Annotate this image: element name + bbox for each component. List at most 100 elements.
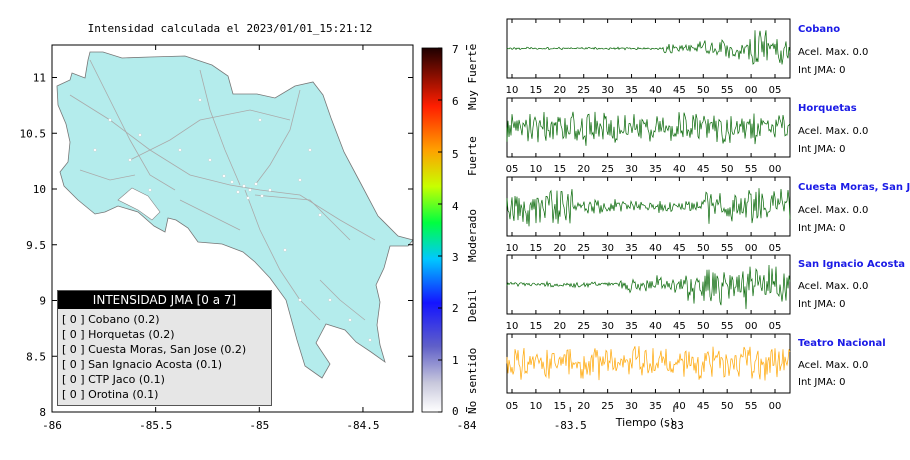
town-marker bbox=[222, 174, 226, 178]
station-name-horquetas: Horquetas bbox=[798, 103, 857, 114]
seismogram-tick-label: 05 bbox=[769, 243, 782, 254]
seismogram-tick-label: 20 bbox=[553, 85, 566, 96]
seismogram-tick-label: 25 bbox=[577, 321, 590, 332]
map-x-tick-label: -86 bbox=[42, 419, 62, 432]
town-marker bbox=[328, 298, 332, 302]
seismogram-tick-label: 15 bbox=[530, 321, 543, 332]
seismogram-tick-label: 45 bbox=[673, 243, 686, 254]
colorbar-tick: 4 bbox=[452, 200, 459, 213]
seismogram-tick-label: 25 bbox=[577, 85, 590, 96]
seismogram-trace bbox=[506, 346, 791, 381]
town-marker bbox=[268, 188, 272, 192]
legend-item: [ 0 ] Cuesta Moras, San Jose (0.2) bbox=[62, 343, 247, 356]
town-marker bbox=[348, 318, 352, 322]
colorbar-label-muy-fuerte: Muy Fuerte bbox=[466, 43, 479, 110]
seismogram-tick-label: 05 bbox=[506, 164, 519, 175]
seismogram-tick-label: 55 bbox=[721, 85, 734, 96]
seismogram-trace bbox=[506, 264, 791, 310]
seismogram-tick-label: 10 bbox=[530, 164, 543, 175]
seismogram-frame bbox=[506, 97, 791, 158]
seismogram-tick-label: 25 bbox=[601, 164, 614, 175]
road-line bbox=[89, 59, 176, 191]
town-marker bbox=[138, 133, 142, 137]
seismogram-tick-label: 10 bbox=[506, 321, 519, 332]
station-acel: Acel. Max. 0.0 bbox=[798, 126, 869, 137]
seismogram-tick-label: 30 bbox=[625, 401, 638, 412]
town-marker bbox=[254, 182, 258, 186]
seismogram-tick-label: 15 bbox=[530, 85, 543, 96]
costa-rica-landmass bbox=[56, 51, 414, 379]
seismogram-tick-label: 35 bbox=[625, 243, 638, 254]
town-marker bbox=[248, 188, 252, 192]
colorbar-label-moderado: Moderado bbox=[466, 209, 479, 262]
station-acel: Acel. Max. 0.0 bbox=[798, 281, 869, 292]
town-marker bbox=[148, 188, 152, 192]
seismogram-trace bbox=[506, 111, 791, 146]
colorbar-tick: 1 bbox=[452, 354, 459, 367]
station-name-san-ignacio: San Ignacio Acosta bbox=[798, 259, 906, 270]
seismogram-tick-label: 20 bbox=[577, 401, 590, 412]
road-line bbox=[319, 279, 366, 321]
town-marker bbox=[178, 148, 182, 152]
seismogram-tick-label: 45 bbox=[673, 321, 686, 332]
map-frame bbox=[51, 44, 414, 413]
map-y-tick-label: 9.5 bbox=[26, 239, 46, 252]
road-line bbox=[129, 109, 291, 161]
colorbar-tick: 6 bbox=[452, 95, 459, 108]
map-x-tick-label: -85.5 bbox=[139, 419, 172, 432]
map-x-tick-label: -83 bbox=[664, 419, 684, 432]
seismogram-trace bbox=[506, 188, 791, 227]
station-acel: Acel. Max. 0.0 bbox=[798, 360, 869, 371]
town-marker bbox=[246, 196, 250, 200]
seismogram-tick-label: 50 bbox=[697, 243, 710, 254]
map-y-tick-label: 11 bbox=[33, 72, 46, 85]
seismogram-tick-label: 05 bbox=[506, 401, 519, 412]
legend-title: INTENSIDAD JMA [0 a 7] bbox=[58, 291, 271, 309]
seismogram-tick-label: 35 bbox=[625, 321, 638, 332]
map-y-tick-label: 10 bbox=[33, 183, 46, 196]
seismogram-tick-label: 45 bbox=[673, 85, 686, 96]
map-x-tick-label: -84.5 bbox=[346, 419, 379, 432]
seismogram-tick-label: 00 bbox=[745, 85, 758, 96]
seismogram-tick-label: 50 bbox=[697, 321, 710, 332]
colorbar-tick: 3 bbox=[452, 251, 459, 264]
road-line bbox=[199, 69, 241, 186]
seismogram-tick-label: 45 bbox=[697, 164, 710, 175]
legend-item: [ 0 ] Cobano (0.2) bbox=[62, 313, 160, 326]
seismogram-tick-label: 20 bbox=[553, 321, 566, 332]
station-name-cuesta-moras: Cuesta Moras, San Jose bbox=[798, 182, 910, 193]
map-y-tick-label: 9 bbox=[39, 295, 46, 308]
seismogram-tick-label: 40 bbox=[673, 164, 686, 175]
colorbar-tick: 5 bbox=[452, 148, 459, 161]
seismogram-tick-label: 55 bbox=[745, 401, 758, 412]
seismogram-tick-label: 05 bbox=[769, 321, 782, 332]
town-marker bbox=[128, 158, 132, 162]
colorbar-label-debil: Debil bbox=[466, 288, 479, 322]
seismogram-tick-label: 45 bbox=[697, 401, 710, 412]
seismogram-tick-label: 15 bbox=[553, 401, 566, 412]
town-marker bbox=[368, 338, 372, 342]
road-line bbox=[179, 199, 241, 231]
town-marker bbox=[258, 118, 262, 122]
seismogram-tick-label: 30 bbox=[601, 85, 614, 96]
legend-item: [ 0 ] Orotina (0.1) bbox=[62, 388, 159, 401]
station-int: Int JMA: 0 bbox=[798, 299, 846, 310]
station-int: Int JMA: 0 bbox=[798, 223, 846, 234]
seismogram-tick-label: 15 bbox=[553, 164, 566, 175]
colorbar-tick: 7 bbox=[452, 43, 459, 56]
seismogram-tick-label: 10 bbox=[506, 85, 519, 96]
seismogram-trace bbox=[506, 30, 791, 65]
town-marker bbox=[260, 194, 264, 198]
seismogram-tick-label: 35 bbox=[649, 401, 662, 412]
intensity-legend: INTENSIDAD JMA [0 a 7] [ 0 ] Cobano (0.2… bbox=[57, 290, 272, 406]
map-x-tick-label: -85 bbox=[249, 419, 269, 432]
legend-item: [ 0 ] CTP Jaco (0.1) bbox=[62, 373, 165, 386]
seismogram-tick-label: 40 bbox=[649, 321, 662, 332]
seismogram-tick-label: 00 bbox=[769, 164, 782, 175]
seismogram-tick-label: 30 bbox=[601, 243, 614, 254]
town-marker bbox=[108, 118, 112, 122]
seismogram-tick-label: 40 bbox=[649, 243, 662, 254]
seismogram-tick-label: 50 bbox=[721, 164, 734, 175]
seismogram-tick-label: 50 bbox=[721, 401, 734, 412]
